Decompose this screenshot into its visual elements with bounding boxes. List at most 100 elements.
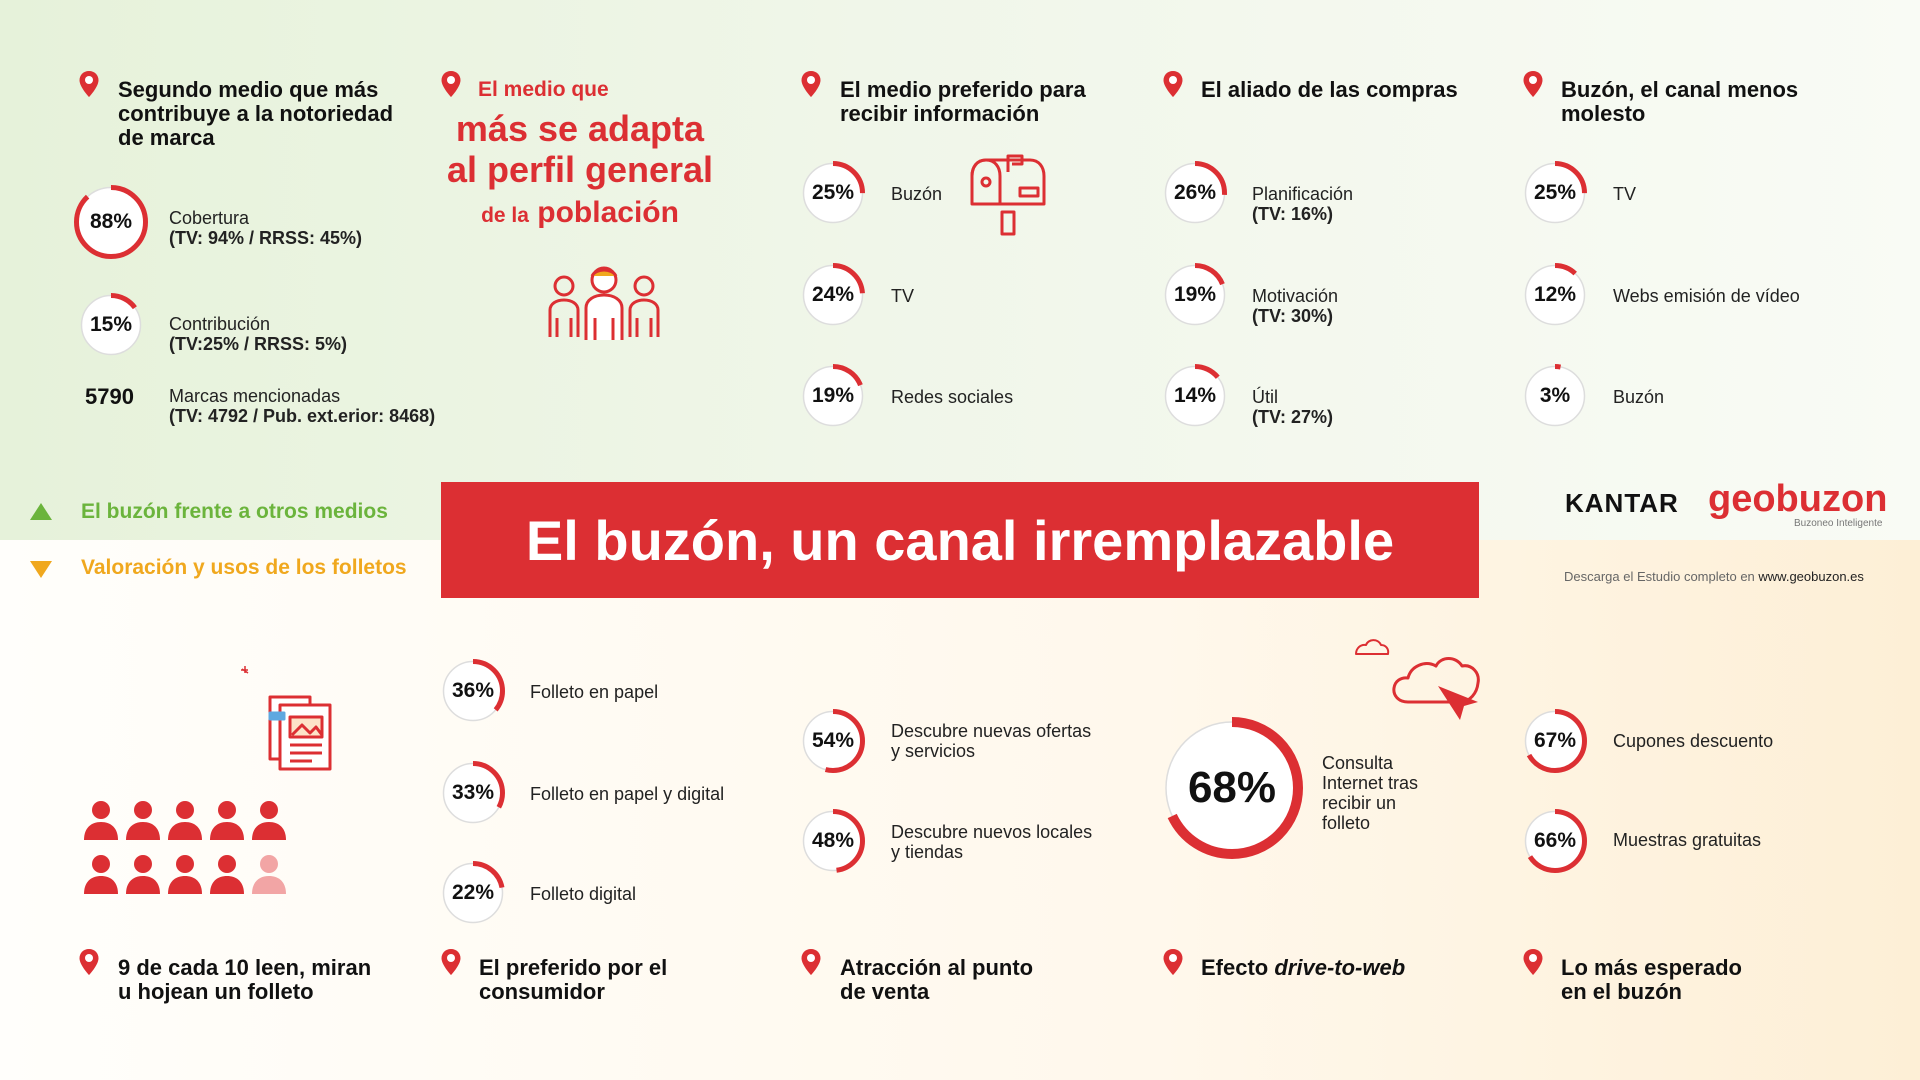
ring-fill — [79, 293, 143, 357]
headline-line4: de la población — [481, 196, 679, 229]
ring-fill — [1163, 364, 1227, 428]
big-stat-label: Consulta Internet tras recibir un folleto — [1322, 753, 1419, 833]
stat-label-contribution: Contribución (TV:25% / RRSS: 5%) — [169, 314, 348, 354]
top-background — [0, 0, 1920, 540]
stat-value: 14% — [1173, 384, 1217, 407]
stat-value: 24% — [811, 283, 855, 306]
ring-gauge — [1523, 364, 1587, 428]
stat-ring-paper: 36% — [440, 658, 506, 724]
ring-gauge — [801, 364, 865, 428]
stat-ring-rrss: 19% — [800, 363, 866, 429]
ring-fill — [441, 761, 505, 825]
ring-gauge — [441, 761, 505, 825]
person-figure — [168, 855, 202, 894]
ring-gauge — [1523, 709, 1587, 773]
person-figure — [126, 801, 160, 840]
person-figure — [126, 855, 160, 894]
stat-label-offers: Descubre nuevas ofertas y servicios — [891, 721, 1092, 761]
tab-brochure-usage[interactable]: Valoración y usos de los folletos — [81, 556, 407, 579]
stat-ring-buzon: 25% — [800, 160, 866, 226]
stat-value: 67% — [1533, 729, 1577, 752]
stat-value: 33% — [451, 781, 495, 804]
ring-fill — [1523, 709, 1587, 773]
section-title-readers: 9 de cada 10 leen, miran u hojean un foll… — [118, 955, 372, 1004]
stat-ring-samples: 66% — [1522, 808, 1588, 874]
kantar-logo: KANTAR — [1565, 488, 1679, 518]
big-stat-value: 68% — [1187, 763, 1277, 812]
location-pin-icon — [1163, 949, 1183, 975]
stat-value: 66% — [1533, 829, 1577, 852]
location-pin-icon — [1523, 949, 1543, 975]
geobuzon-tagline: Buzoneo Inteligente — [1794, 518, 1883, 529]
stat-value: 48% — [811, 829, 855, 852]
section-title-drive-to-web: Efecto drive-to-web — [1201, 955, 1406, 980]
ring-fill — [1523, 364, 1587, 428]
headline-line3: al perfil general — [446, 149, 714, 190]
download-link[interactable]: www.geobuzon.es — [1758, 569, 1864, 584]
ring-fill — [1163, 161, 1227, 225]
ring-gauge — [801, 263, 865, 327]
people-group-icon — [548, 266, 660, 340]
ring-fill — [801, 263, 865, 327]
section-title-most-expected: Lo más esperado en el buzón — [1561, 955, 1742, 1004]
ring-gauge — [79, 293, 143, 357]
brochure-icon — [241, 666, 332, 771]
location-pin-icon — [79, 949, 99, 975]
ring-fill — [801, 161, 865, 225]
stat-label-coupons: Cupones descuento — [1613, 731, 1774, 751]
stat-value: 3% — [1539, 384, 1571, 407]
ring-gauge — [1163, 161, 1227, 225]
section-title-notoriety: Segundo medio que más contribuye a la not… — [118, 77, 394, 150]
location-pin-icon — [1163, 71, 1183, 97]
stat-label-coverage: Cobertura (TV: 94% / RRSS: 45%) — [169, 208, 363, 248]
headline-line2: más se adapta — [455, 108, 705, 149]
location-pin-icon — [1523, 71, 1543, 97]
ring-fill — [74, 185, 148, 259]
stat-label-planning: Planificación (TV: 16%) — [1252, 184, 1354, 224]
stat-label-samples: Muestras gratuitas — [1613, 830, 1762, 850]
stat-value: 12% — [1533, 283, 1577, 306]
people-readers-icon — [84, 801, 286, 894]
tab-media-comparison[interactable]: El buzón frente a otros medios — [81, 500, 388, 523]
location-pin-icon — [801, 949, 821, 975]
ring-gauge — [1523, 161, 1587, 225]
ring-fill — [1161, 717, 1303, 859]
location-pin-icon — [441, 949, 461, 975]
ring-gauge — [441, 861, 505, 925]
stat-ring-motivation: 19% — [1162, 262, 1228, 328]
stat-ring-offers: 54% — [800, 708, 866, 774]
stat-label-useful: Útil (TV: 27%) — [1252, 387, 1334, 427]
stat-label-motivation: Motivación (TV: 30%) — [1252, 286, 1339, 326]
ring-fill — [801, 364, 865, 428]
stat-value: 88% — [89, 210, 133, 233]
ring-fill — [441, 861, 505, 925]
ring-fill — [801, 809, 865, 873]
stat-label-tv: TV — [891, 286, 915, 306]
banner-title: El buzón, un canal irremplazable — [525, 508, 1395, 572]
person-figure — [252, 855, 286, 894]
ring-fill — [1163, 263, 1227, 327]
stat-label-rrss: Redes sociales — [891, 387, 1014, 407]
stat-value: 36% — [451, 679, 495, 702]
stat-ring-least-video: 12% — [1522, 262, 1588, 328]
stat-value: 26% — [1173, 181, 1217, 204]
location-pin-icon — [801, 71, 821, 97]
section-title-shopping: El aliado de las compras — [1201, 77, 1458, 102]
main-banner: El buzón, un canal irremplazable — [441, 482, 1479, 598]
ring-gauge — [74, 185, 148, 259]
stat-ring-coverage: 88% — [73, 184, 149, 260]
stat-label-paper: Folleto en papel — [530, 682, 659, 702]
ring-gauge — [801, 161, 865, 225]
headline-line1: El medio que — [478, 78, 609, 101]
stat-value: 25% — [1533, 181, 1577, 204]
stat-ring-digital: 22% — [440, 860, 506, 926]
stat-label-stores: Descubre nuevos locales y tiendas — [891, 822, 1093, 862]
stat-value: 15% — [89, 313, 133, 336]
mailbox-icon — [970, 154, 1046, 236]
stat-label-buzon: Buzón — [891, 184, 943, 204]
stat-ring-paper-digital: 33% — [440, 760, 506, 826]
triangle-down-icon — [30, 561, 52, 578]
person-figure — [84, 801, 118, 840]
ring-fill — [1523, 263, 1587, 327]
person-figure — [210, 855, 244, 894]
